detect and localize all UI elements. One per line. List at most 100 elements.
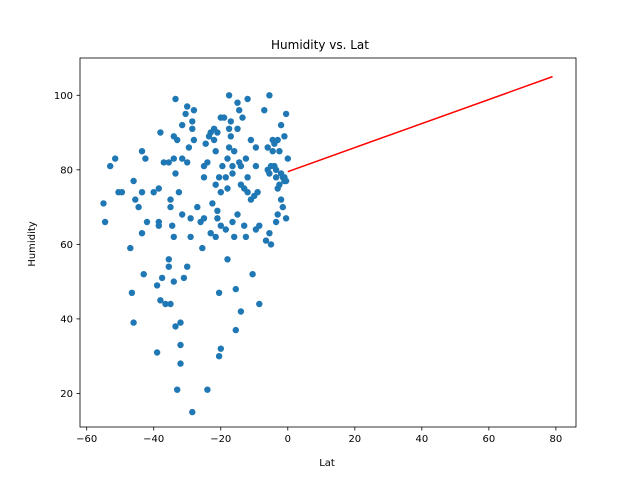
data-point	[256, 222, 263, 229]
data-point	[187, 215, 194, 222]
data-point	[160, 159, 167, 166]
data-point	[229, 162, 236, 170]
data-point	[212, 148, 219, 155]
x-tick-label: −20	[210, 434, 231, 445]
data-point	[200, 215, 208, 222]
data-point	[225, 144, 233, 151]
data-point	[179, 211, 186, 218]
data-point	[234, 99, 241, 106]
data-point	[199, 244, 206, 252]
data-point	[214, 129, 221, 136]
data-point	[225, 92, 233, 99]
y-tick-label: 60	[60, 240, 73, 251]
data-point	[214, 207, 221, 214]
data-point	[130, 177, 137, 185]
data-point	[184, 159, 191, 166]
data-point	[107, 162, 114, 170]
data-point	[182, 110, 189, 118]
data-point	[242, 233, 250, 241]
data-point	[157, 129, 164, 136]
data-point	[165, 159, 172, 166]
data-point	[190, 107, 198, 114]
data-point	[204, 386, 211, 393]
data-point	[189, 408, 196, 416]
data-point	[204, 159, 211, 166]
data-point	[274, 136, 281, 144]
data-point	[234, 125, 241, 132]
data-point	[157, 297, 164, 304]
data-point	[247, 136, 255, 144]
data-point	[174, 386, 181, 393]
data-point	[212, 181, 219, 188]
data-point	[224, 256, 231, 263]
data-point	[217, 345, 224, 352]
data-point	[189, 125, 196, 132]
data-point	[140, 271, 147, 278]
data-point	[231, 148, 238, 155]
data-point	[184, 103, 191, 110]
data-point	[232, 285, 239, 293]
data-point	[274, 211, 281, 218]
data-point	[277, 196, 285, 203]
x-tick-label: 60	[482, 434, 495, 445]
data-point	[138, 148, 146, 155]
data-point	[194, 203, 201, 211]
data-point	[179, 121, 186, 129]
data-point	[101, 218, 109, 226]
x-tick-label: −40	[143, 434, 164, 445]
data-point	[231, 233, 238, 241]
data-point	[239, 114, 246, 121]
x-tick-label: 80	[550, 434, 563, 445]
data-point	[279, 203, 286, 211]
data-point	[227, 118, 234, 125]
data-point	[165, 256, 172, 263]
data-point	[252, 162, 260, 170]
data-point	[167, 203, 174, 211]
data-point	[252, 144, 260, 151]
y-tick-label: 20	[60, 389, 73, 400]
data-point	[266, 230, 273, 237]
data-point	[132, 196, 139, 203]
data-point	[158, 274, 166, 282]
data-point	[267, 241, 275, 248]
data-point	[219, 162, 226, 170]
data-point	[170, 278, 177, 285]
data-point	[175, 189, 183, 196]
data-point	[229, 218, 236, 226]
data-point	[262, 237, 270, 244]
data-point	[118, 189, 126, 196]
data-point	[222, 226, 229, 233]
data-point	[249, 271, 256, 278]
x-tick-label: −60	[76, 434, 97, 445]
data-point	[130, 319, 137, 326]
data-point	[172, 95, 179, 103]
data-point	[174, 136, 181, 144]
data-point	[244, 174, 251, 181]
data-point	[138, 189, 146, 196]
data-point	[227, 133, 234, 140]
data-point	[276, 181, 283, 188]
data-point	[272, 218, 280, 226]
x-tick-label: 20	[348, 434, 361, 445]
data-point	[172, 170, 179, 177]
y-tick-label: 80	[60, 165, 73, 176]
data-point	[272, 166, 280, 173]
data-point	[284, 155, 291, 162]
data-point	[167, 196, 174, 203]
data-point	[215, 353, 223, 360]
data-point	[212, 233, 219, 241]
data-point	[217, 222, 224, 229]
data-point	[184, 263, 191, 270]
data-point	[237, 162, 245, 170]
data-point	[264, 144, 271, 151]
data-point	[217, 189, 224, 196]
data-point	[207, 230, 214, 237]
data-point	[170, 155, 177, 162]
data-point	[220, 114, 228, 121]
data-point	[162, 300, 169, 308]
data-point	[209, 200, 216, 207]
axes: −60 −40 −20 0 20 40 60 80 20 40 60 80 100	[54, 57, 577, 445]
data-point	[172, 323, 179, 330]
data-point	[167, 300, 174, 308]
data-point	[187, 233, 194, 241]
